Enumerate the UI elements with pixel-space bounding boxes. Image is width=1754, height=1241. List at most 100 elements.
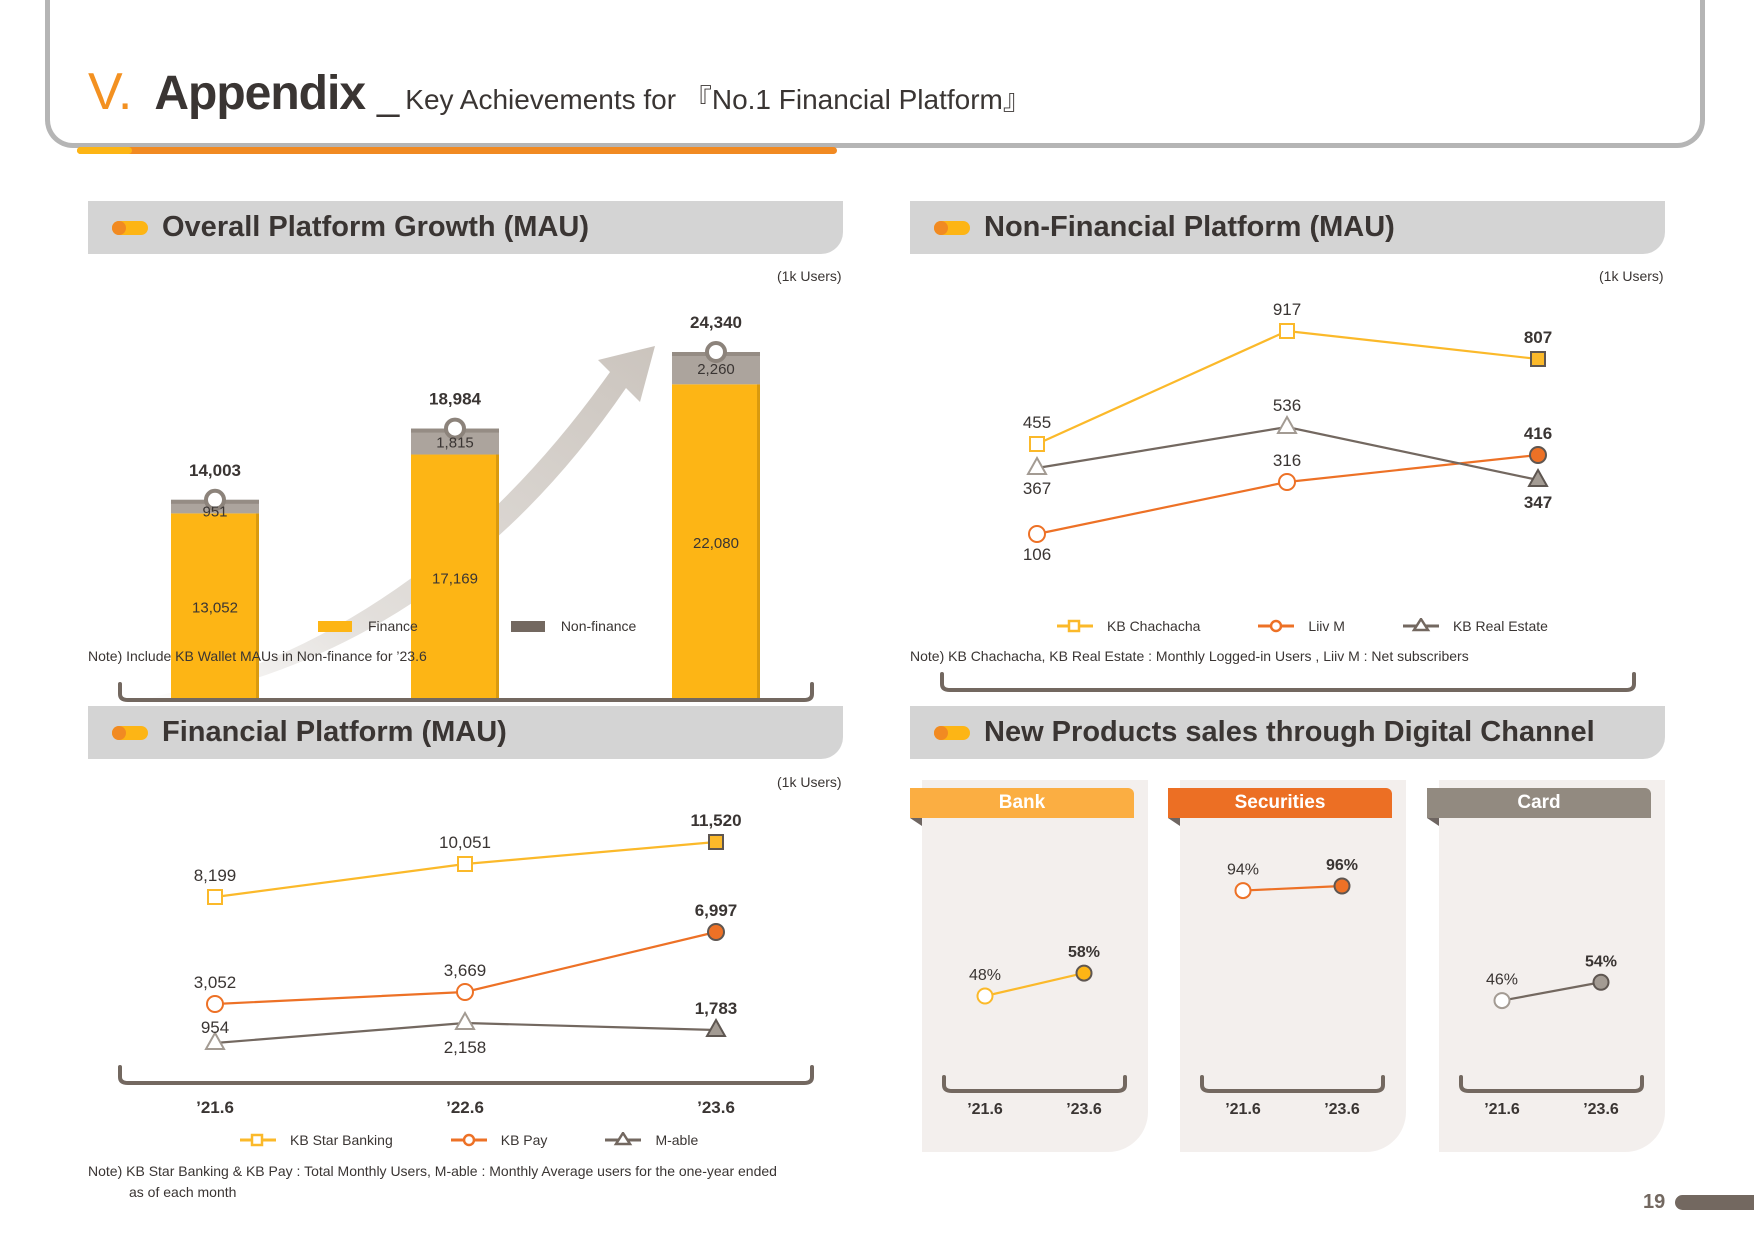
page-title-row: V. Appendix _ Key Achievements for 『No.1… (88, 62, 1031, 122)
total-ring-icon (444, 417, 466, 440)
finance-value-label: 17,169 (432, 570, 478, 587)
section-header-overall: Overall Platform Growth (MAU) (88, 201, 843, 254)
series-marker-square (1029, 436, 1045, 452)
growth-arrow-icon (140, 346, 655, 706)
series-marker-circle (707, 923, 725, 941)
start-value-label: 94% (1227, 862, 1259, 879)
circle-legend-icon (1258, 619, 1295, 633)
finance-value-label: 22,080 (693, 535, 739, 552)
total-value-label: 14,003 (189, 461, 241, 480)
legend-item: KB Chachacha (1055, 618, 1200, 634)
note-financial-line2: as of each month (129, 1184, 237, 1200)
legend-item: KB Star Banking (238, 1132, 393, 1148)
digital-tab-card: Card (1427, 788, 1651, 818)
series-marker-triangle (1527, 467, 1549, 487)
end-value-label: 54% (1585, 953, 1617, 970)
note-overall: Note) Include KB Wallet MAUs in Non-fina… (88, 648, 427, 664)
series-marker-square (457, 856, 473, 872)
section-header-digital: New Products sales through Digital Chann… (910, 706, 1665, 759)
page-title: Appendix (154, 67, 366, 120)
x-axis-bracket (940, 672, 1636, 692)
x-tick-label: ’22.6 (446, 1098, 484, 1117)
point-value-label: 3,052 (194, 973, 237, 992)
end-value-label: 96% (1326, 857, 1358, 874)
x-axis-bracket (118, 1065, 814, 1085)
header-underline-orange (77, 147, 837, 154)
series-marker-triangle (705, 1017, 727, 1037)
square-legend-icon (1057, 619, 1093, 633)
point-value-label: 10,051 (439, 833, 491, 852)
digital-channel-charts: 48% 58% ’21.6 ’23.6 94% 96% ’21.6 ’23.6 46% 54% ’2… (942, 857, 1644, 1118)
point-value-label: 416 (1524, 424, 1552, 443)
legend-label: KB Pay (500, 1132, 548, 1148)
non-finance-value-label: 2,260 (697, 361, 735, 378)
start-marker-circle (1234, 882, 1252, 900)
x-tick-label: ’21.6 (1225, 1101, 1261, 1118)
point-value-label: 11,520 (690, 811, 741, 830)
point-value-label: 367 (1023, 479, 1051, 498)
series-marker-square (1279, 323, 1295, 339)
legend-non-financial: KB Chachacha Liiv M KB Real Estate (1055, 618, 1604, 634)
section-number: V. (88, 63, 133, 121)
point-value-label: 536 (1273, 396, 1301, 415)
triangle-legend-icon (1402, 618, 1439, 632)
section-header-non-financial: Non-Financial Platform (MAU) (910, 201, 1665, 254)
start-marker-circle (1493, 992, 1511, 1010)
series-marker-circle (1028, 525, 1046, 543)
section-title: Non-Financial Platform (MAU) (984, 211, 1395, 243)
legend-label: Non-finance (560, 618, 637, 634)
section-title: Overall Platform Growth (MAU) (162, 211, 589, 243)
series-marker-triangle (1276, 414, 1298, 434)
note-financial-line1: Note) KB Star Banking & KB Pay : Total M… (88, 1163, 777, 1179)
tab-fold (910, 818, 922, 826)
point-value-label: 8,199 (194, 866, 237, 885)
square-legend-icon (240, 1133, 276, 1147)
legend-label: KB Star Banking (290, 1132, 393, 1148)
start-value-label: 46% (1486, 972, 1518, 989)
digital-axis-bracket (942, 1075, 1127, 1093)
point-value-label: 316 (1273, 451, 1301, 470)
legend-label: KB Real Estate (1452, 618, 1548, 634)
digital-axis-bracket (1200, 1075, 1385, 1093)
bar-finance (411, 454, 499, 700)
title-separator: _ (377, 74, 400, 118)
x-tick-label: ’23.6 (697, 1098, 735, 1117)
x-tick-label: ’21.6 (196, 1098, 234, 1117)
bar-finance (672, 384, 760, 700)
header-frame (45, 0, 1705, 148)
point-value-label: 917 (1273, 300, 1301, 319)
series-marker-circle (456, 983, 474, 1001)
section-header-financial: Financial Platform (MAU) (88, 706, 843, 759)
legend-label: Liiv M (1308, 618, 1345, 634)
point-value-label: 6,997 (695, 901, 738, 920)
x-tick-label: ’23.6 (1583, 1101, 1619, 1118)
point-value-label: 106 (1023, 545, 1051, 564)
total-ring-icon (204, 488, 226, 511)
x-tick-label: ’21.6 (967, 1101, 1003, 1118)
point-value-label: 3,669 (444, 961, 487, 980)
unit-label: (1k Users) (777, 268, 842, 284)
series-marker-circle (206, 995, 224, 1013)
end-marker-circle (1075, 964, 1093, 982)
legend-item: Liiv M (1256, 618, 1345, 634)
series-marker-circle (1529, 446, 1547, 464)
point-value-label: 455 (1023, 413, 1051, 432)
point-value-label: 807 (1524, 328, 1552, 347)
page-number: 19 (1643, 1191, 1666, 1213)
financial-line-chart: 8,199 10,051 11,520 3,052 3,669 6,997 954 2,158… (118, 811, 814, 1117)
legend-label: KB Chachacha (1107, 618, 1201, 634)
point-value-label: 954 (201, 1018, 229, 1037)
series-marker-square (708, 834, 724, 850)
digital-line-bank (984, 972, 1085, 998)
digital-line-securities (1242, 884, 1343, 892)
bar-finance-shade (256, 513, 259, 700)
circle-legend-icon (450, 1133, 487, 1147)
bar-finance-shade (496, 454, 499, 700)
series-marker-triangle (204, 1030, 226, 1050)
tab-fold (1427, 818, 1439, 826)
legend-overall: Finance Non-finance (318, 618, 684, 634)
non-finance-value-label: 1,815 (436, 435, 474, 452)
start-value-label: 48% (969, 967, 1001, 984)
note-non-financial: Note) KB Chachacha, KB Real Estate : Mon… (910, 648, 1469, 664)
section-title: New Products sales through Digital Chann… (984, 716, 1595, 748)
